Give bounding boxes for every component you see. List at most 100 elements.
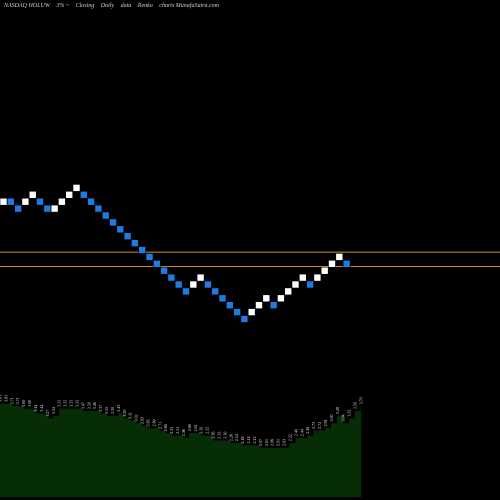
down-brick (269, 301, 278, 310)
volume-label: 2.50 (199, 427, 204, 434)
volume-label: 2.44 (299, 429, 304, 436)
up-brick (196, 273, 205, 282)
volume-label: 2.51 (175, 427, 180, 434)
volume-label: 3.30 (110, 407, 115, 414)
volume-label: 2.18 (240, 437, 245, 444)
volume-label: 2.33 (216, 432, 221, 439)
up-brick (58, 197, 66, 206)
volume-label: 2.81 (323, 419, 328, 426)
down-brick (123, 232, 132, 240)
down-brick (145, 253, 154, 261)
down-brick (14, 204, 22, 213)
volume-label: 2.53 (169, 427, 174, 434)
volume-label: 3.55 (63, 400, 68, 407)
volume-label: 2.52 (205, 427, 210, 434)
volume-area (0, 403, 362, 498)
down-brick (43, 204, 52, 213)
volume-labels: 3.81 3.81 3.71 3.71 3.60 3.603.44 3.443.27 3.34… (0, 395, 364, 446)
volume-label: 3.55 (69, 400, 74, 407)
volume-label: 2.03 (282, 439, 287, 446)
down-brick (226, 301, 234, 310)
volume-label: 2.85 (145, 419, 150, 426)
down-brick (204, 280, 212, 289)
volume-label: 2.73 (311, 422, 316, 429)
volume-label: 2.93 (140, 417, 145, 424)
down-brick (153, 259, 161, 268)
volume-label: 3.04 (341, 415, 346, 422)
volume-label: 3.43 (116, 405, 121, 412)
renko-bricks (0, 184, 351, 323)
volume-label: 3.46 (92, 402, 97, 409)
up-brick (320, 266, 329, 275)
volume-label: 3.71 (9, 397, 14, 404)
volume-label: 3.44 (39, 405, 44, 412)
down-brick (116, 225, 125, 234)
up-brick (291, 280, 300, 289)
up-brick (328, 259, 336, 268)
down-brick (211, 287, 219, 296)
volume-label: 2.61 (193, 424, 198, 431)
up-brick (247, 308, 256, 316)
volume-label: 3.81 (0, 395, 3, 402)
down-brick (94, 204, 103, 213)
up-brick (28, 191, 37, 199)
volume-label: 2.66 (187, 424, 192, 431)
up-brick (50, 204, 59, 213)
down-brick (87, 197, 95, 206)
mode-label: Closing (75, 3, 95, 9)
volume-label: 2.07 (258, 439, 263, 446)
down-brick (7, 197, 15, 206)
volume-label: 3.11 (128, 412, 133, 419)
down-brick (233, 308, 241, 316)
volume-panel (0, 403, 362, 498)
down-brick (174, 280, 183, 289)
down-brick (138, 246, 146, 254)
volume-label: 3.55 (57, 400, 62, 407)
volume-label: 2.80 (151, 419, 156, 426)
volume-label: 3.33 (104, 407, 109, 414)
volume-label: 3.47 (80, 402, 85, 409)
reference-lines (0, 251, 500, 268)
volume-label: 3.20 (122, 410, 127, 417)
up-brick (284, 287, 293, 296)
volume-label: 3.70 (359, 397, 364, 404)
up-brick (255, 301, 263, 310)
volume-label: 3.02 (134, 415, 139, 422)
volume-label: 3.37 (98, 405, 103, 412)
volume-label: 3.50 (86, 402, 91, 409)
down-brick (80, 191, 88, 199)
symbol-label: NASDAQ HOLUW (4, 3, 50, 9)
down-brick (131, 239, 139, 247)
up-brick (72, 184, 81, 192)
down-brick (167, 273, 176, 282)
period-label: Daily (100, 3, 115, 9)
volume-label: 2.66 (163, 424, 168, 431)
volume-label: 2.12 (252, 437, 257, 444)
down-brick (36, 197, 44, 206)
up-brick (335, 253, 344, 261)
volume-label: 2.71 (157, 422, 162, 429)
volume-label: 2.30 (222, 432, 227, 439)
up-brick (21, 197, 30, 206)
up-brick (313, 273, 322, 282)
volume-label: 3.00 (329, 415, 334, 422)
volume-label: 2.01 (276, 439, 281, 446)
volume-label: 2.49 (305, 427, 310, 434)
up-brick (65, 191, 73, 199)
chart-name-label: Renko (137, 3, 153, 9)
volume-label: 3.27 (45, 410, 50, 417)
down-brick (306, 280, 314, 289)
volume-label: 2.26 (228, 434, 233, 441)
volume-label: 2.72 (317, 422, 322, 429)
down-brick (218, 294, 227, 303)
volume-label: 2.14 (246, 437, 251, 444)
kind-label: data (120, 3, 132, 9)
volume-label: 3.44 (33, 405, 38, 412)
volume-label: 3.28 (335, 407, 340, 414)
brick-size-label: 3% ~ (56, 3, 70, 9)
down-brick (101, 211, 110, 220)
volume-label: 3.71 (15, 397, 20, 404)
volume-label: 3.60 (21, 400, 26, 407)
volume-label: 2.24 (234, 434, 239, 441)
